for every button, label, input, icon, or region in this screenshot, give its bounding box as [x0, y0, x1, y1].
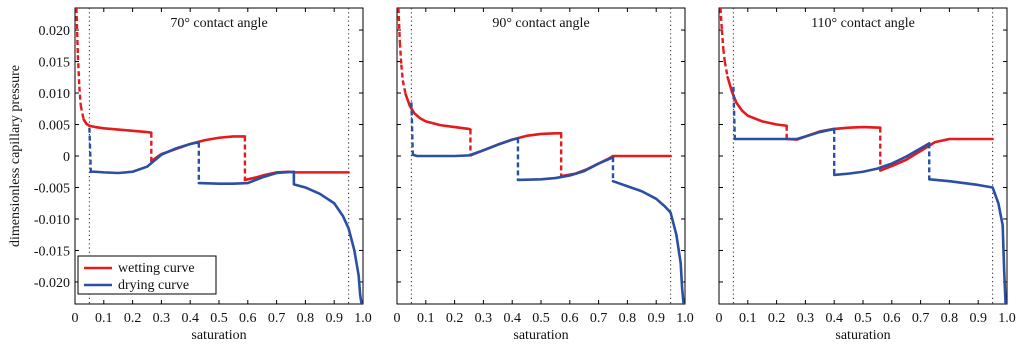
- wetting-jump-segment: [397, 8, 402, 43]
- x-tick-label: 0: [394, 311, 401, 326]
- x-tick-label: 0.7: [590, 311, 608, 326]
- plot-frame: [718, 7, 1008, 305]
- x-tick-label: 0.6: [561, 311, 579, 326]
- wetting-curve-segment: [82, 118, 153, 134]
- legend-box: [77, 255, 217, 295]
- series-group: [719, 8, 1007, 304]
- x-tick-label: 1.0: [354, 311, 372, 326]
- wetting-curve-segment: [150, 135, 247, 163]
- x-tick-label: 0.6: [883, 311, 901, 326]
- drying-jump-segment: [732, 86, 737, 140]
- x-tick-label: 0.4: [181, 311, 199, 326]
- panel-title: 110° contact angle: [811, 16, 915, 31]
- x-tick-label: 0.7: [912, 311, 930, 326]
- x-tick-label: 0.8: [297, 311, 315, 326]
- x-tick-label: 0.1: [417, 311, 435, 326]
- drying-curve-segment: [197, 170, 363, 304]
- wetting-jump-segment: [398, 42, 403, 65]
- x-tick-label: 1.0: [998, 311, 1016, 326]
- panel-title: 90° contact angle: [492, 16, 589, 31]
- x-tick-label: 0.7: [268, 311, 286, 326]
- x-axis-label: saturation: [513, 328, 568, 343]
- x-tick-label: 0.4: [503, 311, 521, 326]
- chart-panels: 0 0.1 0.2 0.3 0.4 0.5 0.6 0.7 0.8 0.9 1.0 0.020 0.01…: [34, 7, 1016, 343]
- x-axis-label: saturation: [191, 328, 246, 343]
- x-tick-label: 0.3: [797, 311, 815, 326]
- panel-3: 0 0.1 0.2 0.3 0.4 0.5 0.6 0.7 0.8 0.9 1.0 saturatio…: [716, 7, 1016, 343]
- y-tick-label: 0.020: [39, 24, 71, 39]
- y-tick-label: -0.015: [34, 244, 70, 259]
- wetting-jump-segment: [401, 80, 407, 95]
- wetting-jump-segment: [719, 8, 724, 31]
- y-tick-label: -0.005: [34, 181, 70, 196]
- legend-wetting-label: wetting curve: [118, 261, 195, 276]
- legend: wetting curve drying curve: [77, 255, 217, 295]
- drying-jump-segment: [410, 102, 415, 155]
- x-axis-label: saturation: [835, 328, 890, 343]
- drying-curve-segment: [611, 179, 685, 304]
- y-tick-label: 0.010: [39, 87, 71, 102]
- x-tick-label: 0.9: [969, 311, 987, 326]
- wetting-jump-segment: [76, 55, 81, 87]
- x-tick-label: 0.1: [739, 311, 757, 326]
- x-tick-label: 0.3: [475, 311, 493, 326]
- drying-curve-segment: [411, 137, 520, 158]
- wetting-curve-segment: [726, 75, 788, 128]
- wetting-curve-segment: [404, 92, 472, 131]
- wetting-curve-segment: [469, 132, 563, 157]
- wetting-curve-segment: [878, 137, 994, 172]
- panel-2: 0 0.1 0.2 0.3 0.4 0.5 0.6 0.7 0.8 0.9 1.0 saturatio…: [394, 7, 694, 343]
- x-tick-label: 0.5: [854, 311, 872, 326]
- x-tick-label: 0: [72, 311, 79, 326]
- drying-jump-segment: [88, 127, 93, 172]
- drying-curve-segment: [516, 155, 615, 182]
- wetting-jump-segment: [400, 64, 404, 81]
- drying-curve-segment: [89, 141, 201, 175]
- x-tick-label: 0.9: [325, 311, 343, 326]
- series-group: [397, 8, 685, 304]
- x-tick-label: 0.2: [446, 311, 464, 326]
- x-tick-label: 0.3: [153, 311, 171, 326]
- x-tick-label: 0.6: [239, 311, 257, 326]
- series-group: [75, 8, 363, 304]
- x-tick-label: 0.2: [124, 311, 142, 326]
- x-tick-label: 0.5: [532, 311, 550, 326]
- x-tick-label: 0.5: [210, 311, 228, 326]
- panel-title: 70° contact angle: [170, 16, 267, 31]
- drying-curve-segment: [927, 178, 1007, 304]
- y-tick-label: -0.020: [34, 276, 70, 291]
- y-tick-label: -0.010: [34, 213, 70, 228]
- wetting-jump-segment: [723, 61, 729, 78]
- drying-curve-segment: [733, 127, 836, 141]
- wetting-jump-segment: [75, 8, 80, 56]
- panel-1: 0 0.1 0.2 0.3 0.4 0.5 0.6 0.7 0.8 0.9 1.0 0.020 0.01…: [34, 7, 372, 343]
- y-tick-label: 0.015: [39, 56, 71, 71]
- wetting-jump-segment: [720, 29, 725, 50]
- y-tick-label: 0: [63, 150, 70, 165]
- x-tick-label: 0.1: [95, 311, 113, 326]
- y-tick-label: 0.005: [39, 119, 71, 134]
- drying-curve-segment: [832, 142, 931, 177]
- wetting-jump-segment: [78, 86, 82, 106]
- x-tick-label: 0: [716, 311, 723, 326]
- x-tick-label: 0.8: [619, 311, 637, 326]
- wetting-jump-segment: [722, 48, 726, 62]
- y-axis-label: dimensionless capillary pressure: [8, 65, 23, 247]
- x-tick-label: 0.2: [768, 311, 786, 326]
- x-tick-label: 0.4: [825, 311, 843, 326]
- wetting-jump-segment: [79, 105, 85, 120]
- x-tick-label: 0.8: [941, 311, 959, 326]
- x-tick-label: 0.9: [647, 311, 665, 326]
- legend-drying-label: drying curve: [118, 278, 189, 293]
- x-tick-label: 1.0: [676, 311, 694, 326]
